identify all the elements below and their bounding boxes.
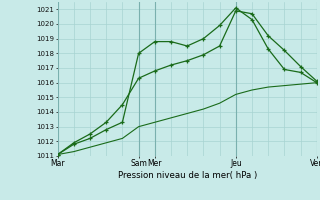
X-axis label: Pression niveau de la mer( hPa ): Pression niveau de la mer( hPa ) — [117, 171, 257, 180]
